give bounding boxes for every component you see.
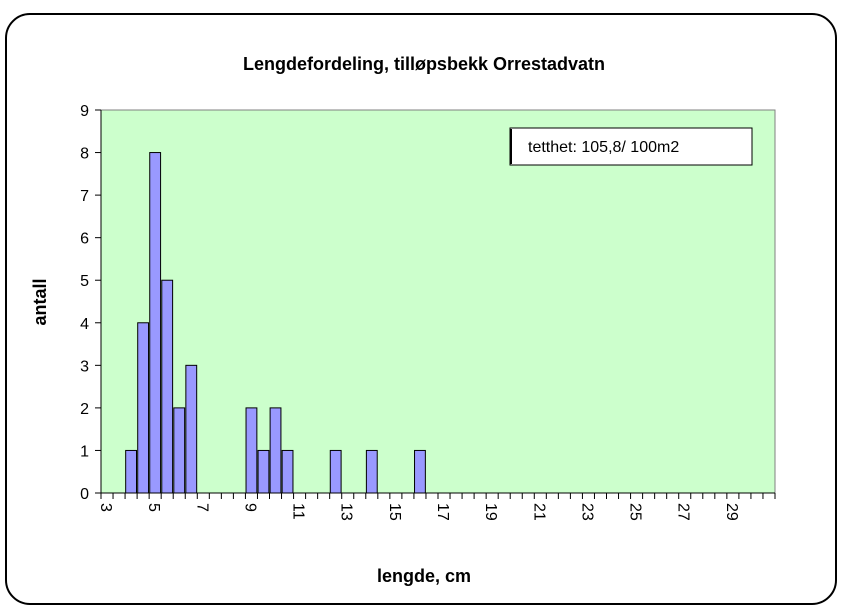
x-tick-label: 3 — [97, 503, 114, 512]
x-tick-label: 5 — [145, 503, 162, 512]
y-tick-label: 4 — [80, 316, 89, 333]
plot-area — [100, 109, 776, 494]
y-tick-label: 7 — [80, 188, 89, 205]
x-tick-label: 25 — [627, 503, 644, 521]
bar — [149, 152, 162, 494]
y-tick-label: 1 — [80, 443, 89, 460]
x-axis-label: lengde, cm — [377, 566, 471, 586]
x-tick-label: 21 — [530, 503, 547, 521]
y-tick-label: 5 — [80, 273, 89, 290]
bar — [329, 449, 342, 494]
x-tick-label: 11 — [290, 503, 307, 520]
x-tick-label: 27 — [675, 503, 692, 521]
x-tick-label: 17 — [434, 503, 451, 521]
x-tick-label: 7 — [193, 503, 210, 512]
y-tick-label: 0 — [80, 486, 89, 503]
x-tick-label: 15 — [386, 503, 403, 521]
chart-title: Lengdefordeling, tilløpsbekk Orrestadvat… — [243, 54, 605, 74]
x-tick-label: 13 — [338, 503, 355, 521]
bar — [161, 279, 174, 494]
y-tick-label: 2 — [80, 401, 89, 418]
annotation-box — [509, 127, 753, 166]
bar — [245, 407, 258, 494]
bar — [281, 449, 294, 494]
x-tick-label: 29 — [723, 503, 740, 521]
bar — [365, 449, 378, 494]
annotation: tetthet: 105,8/ 100m2 — [528, 139, 679, 156]
x-tick-label: 23 — [578, 503, 595, 521]
bar — [137, 322, 150, 494]
y-tick-label: 8 — [80, 146, 89, 163]
y-tick-label: 9 — [80, 103, 89, 120]
bar — [173, 407, 186, 494]
bar — [414, 449, 426, 494]
bar — [257, 449, 270, 494]
x-tick-label: 9 — [241, 503, 258, 512]
bar — [185, 364, 198, 494]
y-tick-label: 6 — [80, 231, 89, 248]
x-tick-label: 19 — [482, 503, 499, 521]
y-axis-label: antall — [30, 278, 50, 325]
y-tick-label: 3 — [80, 358, 89, 375]
bar — [269, 407, 282, 494]
bar — [125, 449, 138, 494]
